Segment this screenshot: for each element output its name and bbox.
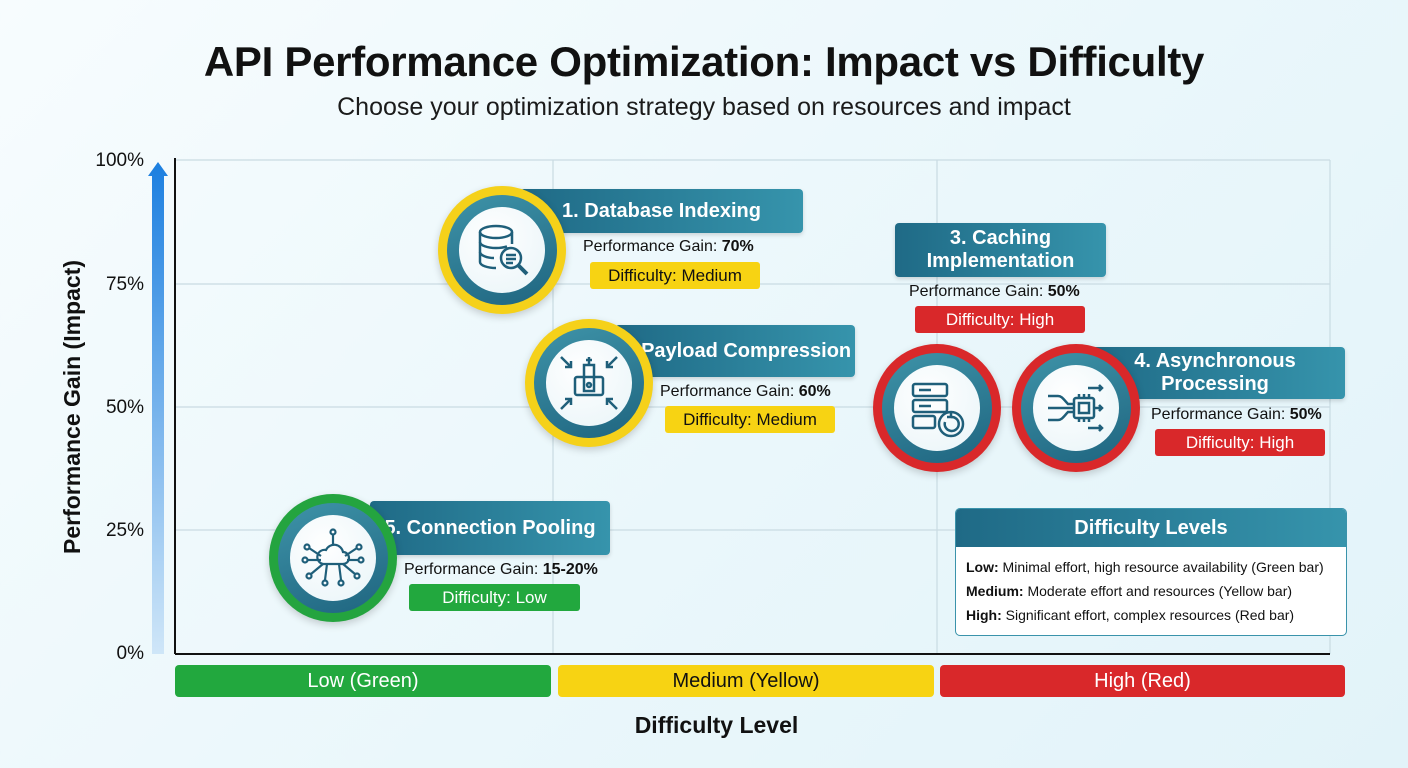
x-category-high: High (Red) (940, 665, 1345, 697)
chart-title: API Performance Optimization: Impact vs … (203, 38, 1205, 85)
point-label: 3. Caching Implementation (895, 223, 1106, 277)
legend-item-high: High: Significant effort, complex resour… (966, 607, 1295, 623)
chart-subtitle: Choose your optimization strategy based … (337, 93, 1071, 121)
y-axis-arrow (148, 162, 168, 654)
server-refresh-icon (911, 382, 965, 438)
y-tick-label-100: 100% (95, 150, 144, 171)
y-tick-label-75: 75% (105, 274, 144, 295)
difficulty-badge: Difficulty: Low (409, 584, 580, 611)
x-axis-title: Difficulty Level (634, 712, 799, 738)
difficulty-badge: Difficulty: High (915, 306, 1085, 333)
legend-box: Difficulty Levels Low: Minimal effort, h… (955, 508, 1347, 636)
processor-icon (1047, 384, 1104, 432)
x-category-low: Low (Green) (175, 665, 551, 697)
database-search-icon (478, 224, 529, 276)
legend-title: Difficulty Levels (956, 509, 1346, 547)
point-gain: Performance Gain: 50% (1151, 406, 1322, 423)
point-label: 5. Connection Pooling (370, 501, 610, 555)
point-marker (438, 186, 566, 314)
point-marker (525, 319, 653, 447)
point-gain: Performance Gain: 15-20% (404, 561, 598, 578)
difficulty-badge: Difficulty: Medium (665, 406, 835, 433)
point-gain: Performance Gain: 50% (909, 283, 1080, 300)
legend-item-medium: Medium: Moderate effort and resources (Y… (966, 583, 1293, 599)
point-label: 1. Database Indexing (520, 189, 803, 233)
point-gain: Performance Gain: 60% (660, 383, 831, 400)
point-marker (1012, 344, 1140, 472)
y-tick-label-50: 50% (105, 397, 144, 418)
difficulty-badge: Difficulty: Medium (590, 262, 760, 289)
x-category-medium: Medium (Yellow) (558, 665, 934, 697)
legend-item-low: Low: Minimal effort, high resource avail… (966, 559, 1324, 575)
point-label: 2. Payload Compression (615, 325, 855, 377)
compress-icon (560, 356, 618, 410)
network-hub-icon (301, 528, 365, 587)
y-tick-label-25: 25% (105, 520, 144, 541)
y-tick-label-0: 0% (116, 643, 144, 664)
point-marker (269, 494, 397, 622)
difficulty-badge: Difficulty: High (1155, 429, 1325, 456)
point-gain: Performance Gain: 70% (583, 238, 754, 255)
point-marker (873, 344, 1001, 472)
